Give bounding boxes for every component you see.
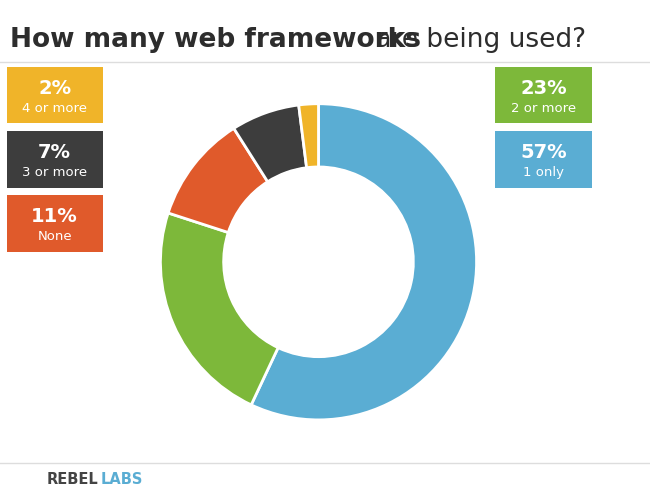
Text: 3 or more: 3 or more <box>22 166 87 179</box>
Wedge shape <box>234 105 307 182</box>
Text: None: None <box>37 230 72 243</box>
Text: 1 only: 1 only <box>523 166 564 179</box>
Text: 23%: 23% <box>520 79 567 98</box>
Circle shape <box>224 167 413 357</box>
Wedge shape <box>299 104 318 168</box>
Text: LABS: LABS <box>101 472 143 487</box>
Text: 2%: 2% <box>38 79 71 98</box>
Wedge shape <box>161 213 278 405</box>
Text: REBEL: REBEL <box>47 472 99 487</box>
Text: 57%: 57% <box>520 143 567 162</box>
Text: 4 or more: 4 or more <box>22 102 87 115</box>
Text: 7%: 7% <box>38 143 71 162</box>
Text: How many web frameworks: How many web frameworks <box>10 27 421 53</box>
Wedge shape <box>168 128 268 233</box>
Text: 2 or more: 2 or more <box>511 102 576 115</box>
Text: 11%: 11% <box>31 207 78 226</box>
Text: How many web frameworks are being used?: How many web frameworks are being used? <box>10 27 597 53</box>
Text: are being used?: are being used? <box>367 27 586 53</box>
Wedge shape <box>251 104 476 420</box>
